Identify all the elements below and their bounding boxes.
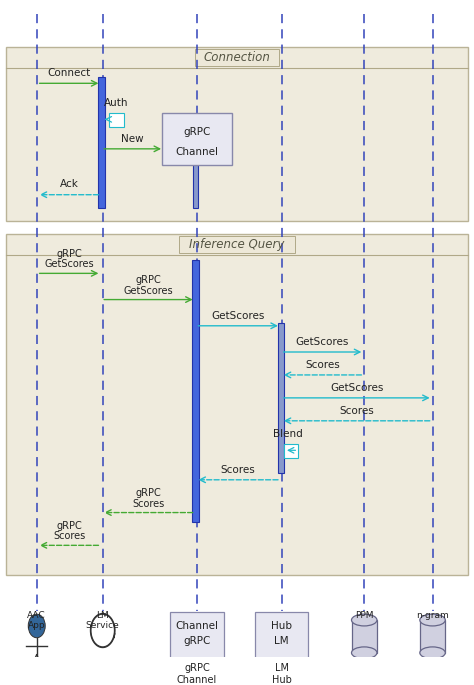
Text: Scores: Scores (221, 464, 255, 475)
Circle shape (28, 614, 45, 638)
Bar (6, 47, 468, 221)
Text: GetScores: GetScores (296, 337, 349, 347)
Bar (278, 323, 283, 473)
Circle shape (91, 614, 115, 647)
FancyBboxPatch shape (255, 612, 309, 660)
Text: gRPC: gRPC (183, 636, 210, 645)
Text: GetScores: GetScores (330, 383, 383, 393)
Text: GetScores: GetScores (124, 286, 173, 296)
Text: Auth: Auth (104, 98, 128, 108)
Text: Scores: Scores (132, 499, 164, 509)
Text: LM
Hub: LM Hub (272, 663, 292, 685)
FancyBboxPatch shape (179, 236, 295, 253)
Bar (420, 620, 445, 653)
Text: LM: LM (274, 636, 289, 645)
Bar (98, 77, 105, 208)
FancyBboxPatch shape (284, 444, 298, 458)
Text: Channel: Channel (175, 147, 219, 157)
FancyBboxPatch shape (170, 612, 224, 660)
Text: gRPC: gRPC (183, 127, 210, 138)
Text: n-gram: n-gram (416, 611, 449, 620)
Ellipse shape (420, 647, 445, 659)
FancyBboxPatch shape (195, 49, 279, 66)
Text: New: New (121, 134, 144, 144)
Text: gRPC: gRPC (136, 275, 161, 285)
Text: Connect: Connect (47, 68, 91, 78)
Text: Connection: Connection (203, 51, 271, 64)
Bar (352, 620, 377, 653)
Ellipse shape (352, 647, 377, 659)
FancyBboxPatch shape (162, 113, 232, 165)
Text: gRPC: gRPC (56, 521, 82, 531)
Text: gRPC
Channel: gRPC Channel (177, 663, 217, 685)
Ellipse shape (352, 614, 377, 626)
Bar (6, 234, 468, 575)
Text: GetScores: GetScores (44, 260, 94, 269)
Text: LM
Service: LM Service (86, 611, 119, 630)
Ellipse shape (420, 614, 445, 626)
Text: Channel: Channel (175, 621, 219, 631)
Text: Scores: Scores (305, 360, 340, 370)
Text: gRPC: gRPC (136, 488, 161, 498)
Text: Blend: Blend (273, 429, 303, 439)
Text: AAC
App: AAC App (27, 611, 46, 630)
Bar (192, 260, 199, 523)
Text: Ack: Ack (60, 179, 78, 190)
FancyBboxPatch shape (109, 113, 124, 127)
Text: Scores: Scores (339, 406, 374, 416)
Text: GetScores: GetScores (211, 310, 265, 321)
Bar (193, 146, 198, 208)
Text: Inference Query: Inference Query (189, 238, 285, 251)
Text: PPM: PPM (355, 611, 374, 620)
Text: Hub: Hub (271, 621, 292, 631)
Text: gRPC: gRPC (56, 249, 82, 259)
Text: Scores: Scores (53, 532, 85, 541)
